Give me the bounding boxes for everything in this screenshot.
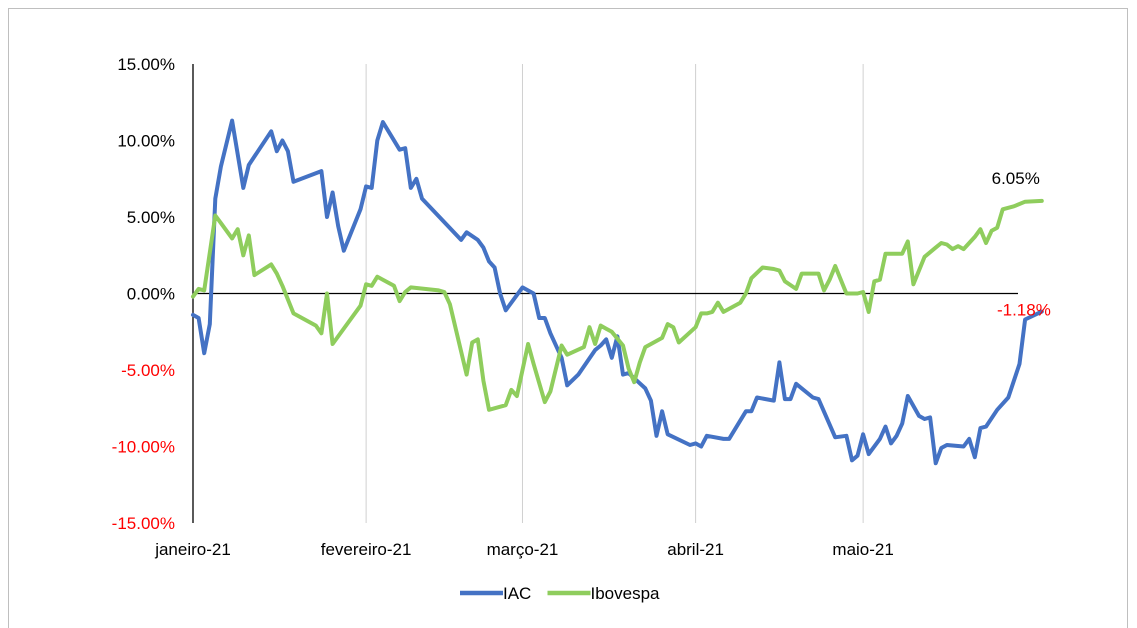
y-tick-label: 5.00% <box>127 208 175 227</box>
y-tick-label: 0.00% <box>127 285 175 304</box>
y-tick-label: -10.00% <box>112 438 175 457</box>
x-tick-label: março-21 <box>487 540 559 559</box>
x-tick-label: abril-21 <box>667 540 724 559</box>
y-axis: 15.00% 10.00% 5.00% 0.00% -5.00% -10.00% -15.0… <box>112 55 194 533</box>
legend-label-iac: IAC <box>503 584 531 603</box>
series-line-ibovespa <box>191 198 1044 412</box>
series-lines <box>191 118 1044 466</box>
end-label-iac: -1.18% <box>997 301 1051 320</box>
legend: IAC Ibovespa <box>460 584 660 603</box>
y-tick-label: -15.00% <box>112 514 175 533</box>
end-label-ibovespa: 6.05% <box>992 169 1040 188</box>
y-tick-label: 15.00% <box>117 55 175 74</box>
series-line-iac <box>191 118 1044 466</box>
x-tick-label: fevereiro-21 <box>321 540 412 559</box>
y-tick-label: 10.00% <box>117 132 175 151</box>
x-tick-label: janeiro-21 <box>154 540 231 559</box>
end-labels: -1.18% 6.05% <box>992 169 1051 320</box>
x-tick-label: maio-21 <box>832 540 893 559</box>
legend-label-ibovespa: Ibovespa <box>591 584 661 603</box>
x-axis: janeiro-21 fevereiro-21 março-21 abril-21 ma… <box>154 292 1018 559</box>
y-tick-label: -5.00% <box>121 361 175 380</box>
